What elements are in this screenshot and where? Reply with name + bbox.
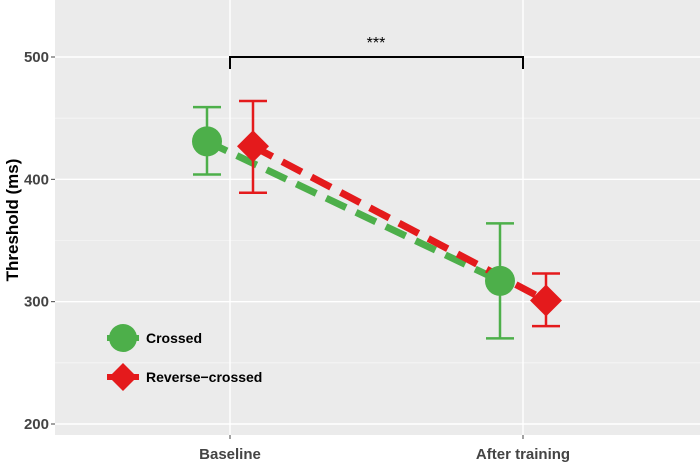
- y-tick-label: 200: [24, 416, 49, 433]
- series-line: [205, 138, 502, 285]
- bracket-line: [229, 56, 524, 69]
- legend-key-marker: [109, 324, 137, 352]
- legend: Crossed Reverse−crossed: [107, 324, 262, 391]
- data-point: [530, 284, 562, 317]
- legend-label: Crossed: [146, 330, 202, 346]
- data-point: [485, 265, 515, 296]
- y-tick-label: 300: [24, 294, 49, 311]
- y-tick-label: 500: [24, 49, 49, 66]
- x-tick-label: Baseline: [199, 446, 261, 463]
- legend-label: Reverse−crossed: [146, 369, 262, 385]
- legend-key-marker: [109, 363, 137, 391]
- grid: [55, 0, 700, 435]
- y-tick-label: 400: [24, 171, 49, 188]
- markers: [192, 126, 562, 317]
- data-point: [192, 126, 222, 157]
- axis-ticks: 200 300 400 500 Baseline After training: [24, 49, 570, 463]
- significance-label: ***: [367, 35, 386, 52]
- x-tick-label: After training: [476, 446, 570, 463]
- y-axis-title: Threshold (ms): [3, 159, 22, 282]
- significance-bracket: [229, 56, 524, 69]
- data-point: [237, 130, 269, 163]
